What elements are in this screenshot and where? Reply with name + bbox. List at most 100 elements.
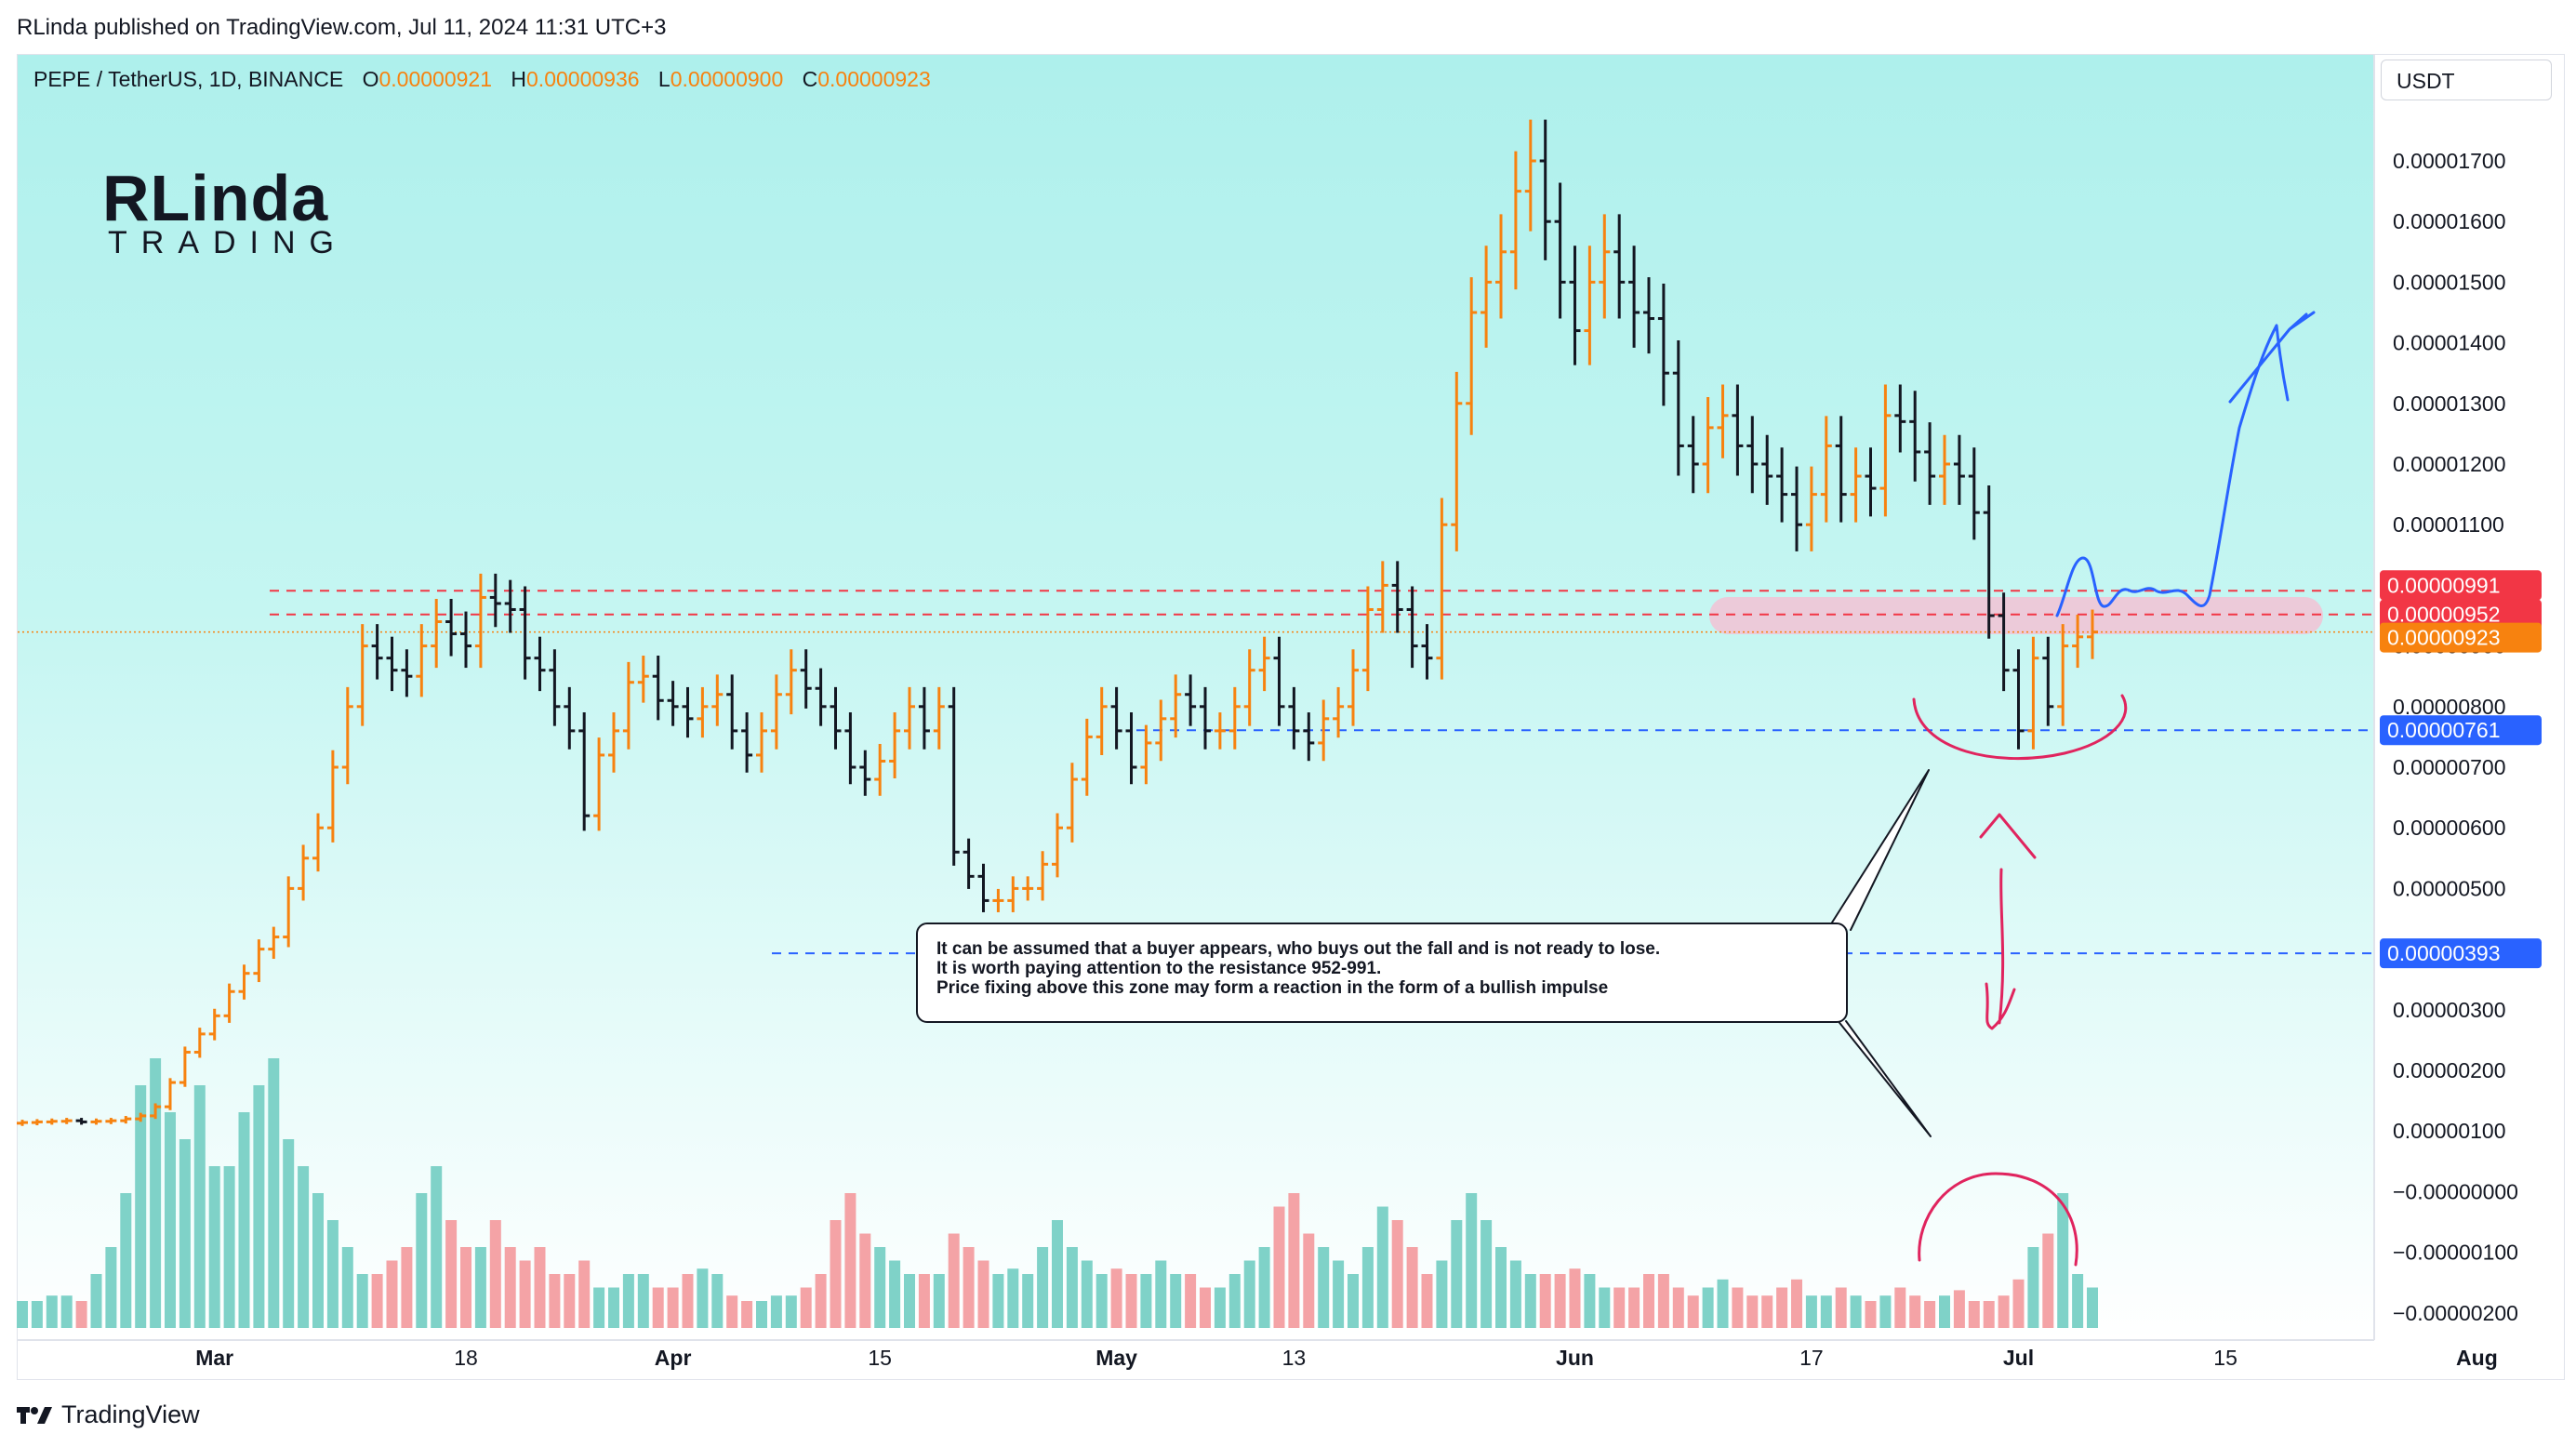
y-tick-label: 0.00001100 — [2393, 512, 2504, 537]
volume-bar — [1732, 1287, 1744, 1328]
volume-bar — [1451, 1220, 1463, 1328]
ohlc-bar — [1391, 561, 1403, 633]
volume-bar — [785, 1295, 797, 1328]
volume-bar — [1243, 1260, 1255, 1328]
ohlc-bar — [1361, 586, 1374, 692]
tradingview-footer[interactable]: TradingView — [17, 1401, 200, 1429]
ohlc-bar — [1110, 686, 1122, 750]
y-tick-label: 0.00000100 — [2393, 1119, 2506, 1143]
ohlc-bar — [489, 573, 501, 628]
ohlc-bar — [1746, 416, 1759, 494]
ohlc-bar — [1791, 466, 1802, 551]
volume-bar — [1643, 1274, 1654, 1328]
ohlc-bar — [1052, 813, 1063, 878]
ohlc-bar — [341, 686, 353, 785]
ohlc-bar — [1303, 712, 1315, 762]
volume-bar — [445, 1220, 458, 1328]
ohlc-bar — [549, 649, 561, 726]
volume-bar — [135, 1085, 147, 1328]
volume-bar — [844, 1193, 856, 1328]
ohlc-bar — [1643, 277, 1654, 354]
volume-bar — [1554, 1274, 1566, 1328]
volume-bar — [1584, 1274, 1596, 1328]
volume-bar — [120, 1193, 132, 1328]
ohlc-bar — [1214, 712, 1226, 750]
volume-bar — [1066, 1247, 1078, 1328]
ohlc-bar — [1584, 246, 1596, 365]
ohlc-bar — [1170, 674, 1182, 738]
ohlc-bar — [474, 573, 486, 669]
ohlc-bar — [46, 1118, 58, 1125]
volume-bar — [1022, 1274, 1034, 1328]
ohlc-bar — [1717, 384, 1729, 458]
volume-bar — [298, 1166, 310, 1328]
currency-button[interactable]: USDT — [2381, 60, 2552, 100]
volume-bar — [1672, 1287, 1684, 1328]
volume-bar — [1185, 1274, 1197, 1328]
ohlc-bar — [31, 1119, 43, 1126]
ohlc-bar — [770, 674, 782, 750]
ohlc-bar — [283, 876, 295, 948]
y-tick-label: 0.00001200 — [2393, 452, 2506, 476]
symbol-legend: PEPE / TetherUS, 1D, BINANCE O0.00000921… — [33, 67, 931, 91]
volume-bar — [2087, 1287, 2098, 1328]
volume-bar — [1968, 1301, 1980, 1328]
ohlc-bar — [2057, 624, 2069, 726]
volume-bar — [1657, 1274, 1669, 1328]
ohlc-bar — [1835, 416, 1847, 523]
blue-arrow-head — [2228, 311, 2316, 404]
volume-bar — [1509, 1260, 1521, 1328]
volume-bar — [2057, 1193, 2069, 1328]
ohlc-bar — [1524, 119, 1536, 232]
y-tick-label: 0.00001700 — [2393, 149, 2506, 173]
volume-bar — [386, 1260, 398, 1328]
volume-bar — [1481, 1220, 1493, 1328]
ohlc-bar — [726, 674, 738, 750]
ohlc-bar — [1820, 416, 1832, 523]
ohlc-bar — [17, 1120, 28, 1126]
volume-bar — [1835, 1287, 1847, 1328]
ohlc-bar — [179, 1046, 191, 1087]
ohlc-bar — [1125, 712, 1137, 785]
volume-bar — [549, 1274, 561, 1328]
volume-bar — [992, 1274, 1004, 1328]
volume-bar — [223, 1166, 235, 1328]
annotation-callout: It can be assumed that a buyer appears, … — [916, 923, 1848, 1023]
volume-bar — [1348, 1274, 1359, 1328]
volume-bar — [1214, 1287, 1226, 1328]
volume-bar — [504, 1247, 516, 1328]
x-tick-label: Jul — [2003, 1346, 2034, 1370]
volume-bar — [1717, 1279, 1729, 1328]
ohlc-bar — [1657, 283, 1669, 406]
ohlc-bar — [1599, 214, 1611, 319]
volume-bar — [519, 1260, 531, 1328]
x-tick-label: May — [1095, 1346, 1137, 1370]
ohlc-bar — [90, 1118, 102, 1125]
ohlc-bar — [2012, 649, 2025, 750]
ohlc-bar — [844, 712, 856, 785]
tradingview-label: TradingView — [61, 1401, 200, 1428]
ohlc-bar — [682, 686, 694, 738]
volume-bar — [800, 1287, 812, 1328]
ohlc-bar — [504, 579, 516, 633]
ohlc-bar — [904, 686, 915, 750]
ohlc-bars — [17, 119, 2098, 1126]
volume-bar — [105, 1247, 117, 1328]
y-tick-label: 0.00000300 — [2393, 998, 2506, 1022]
plot-area[interactable] — [18, 55, 2374, 1340]
volume-bar — [682, 1274, 694, 1328]
volume-bar — [1761, 1295, 1773, 1328]
ohlc-bar — [460, 611, 471, 669]
ohlc-bar — [637, 656, 649, 703]
ohlc-bar — [445, 599, 458, 657]
ohlc-bar — [401, 649, 413, 697]
red-bowl-curve — [1912, 694, 2128, 760]
volume-bar — [637, 1274, 649, 1328]
ohlc-bar — [1687, 416, 1699, 494]
volume-bar — [460, 1247, 471, 1328]
volume-bar — [253, 1085, 265, 1328]
ohlc-bar — [1318, 699, 1330, 762]
volume-bar — [1333, 1260, 1345, 1328]
price-label-box — [2380, 938, 2542, 969]
